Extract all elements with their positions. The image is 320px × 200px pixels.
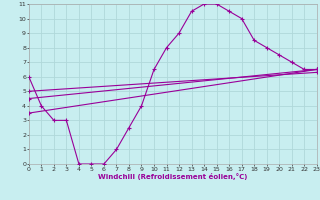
X-axis label: Windchill (Refroidissement éolien,°C): Windchill (Refroidissement éolien,°C) [98,173,247,180]
